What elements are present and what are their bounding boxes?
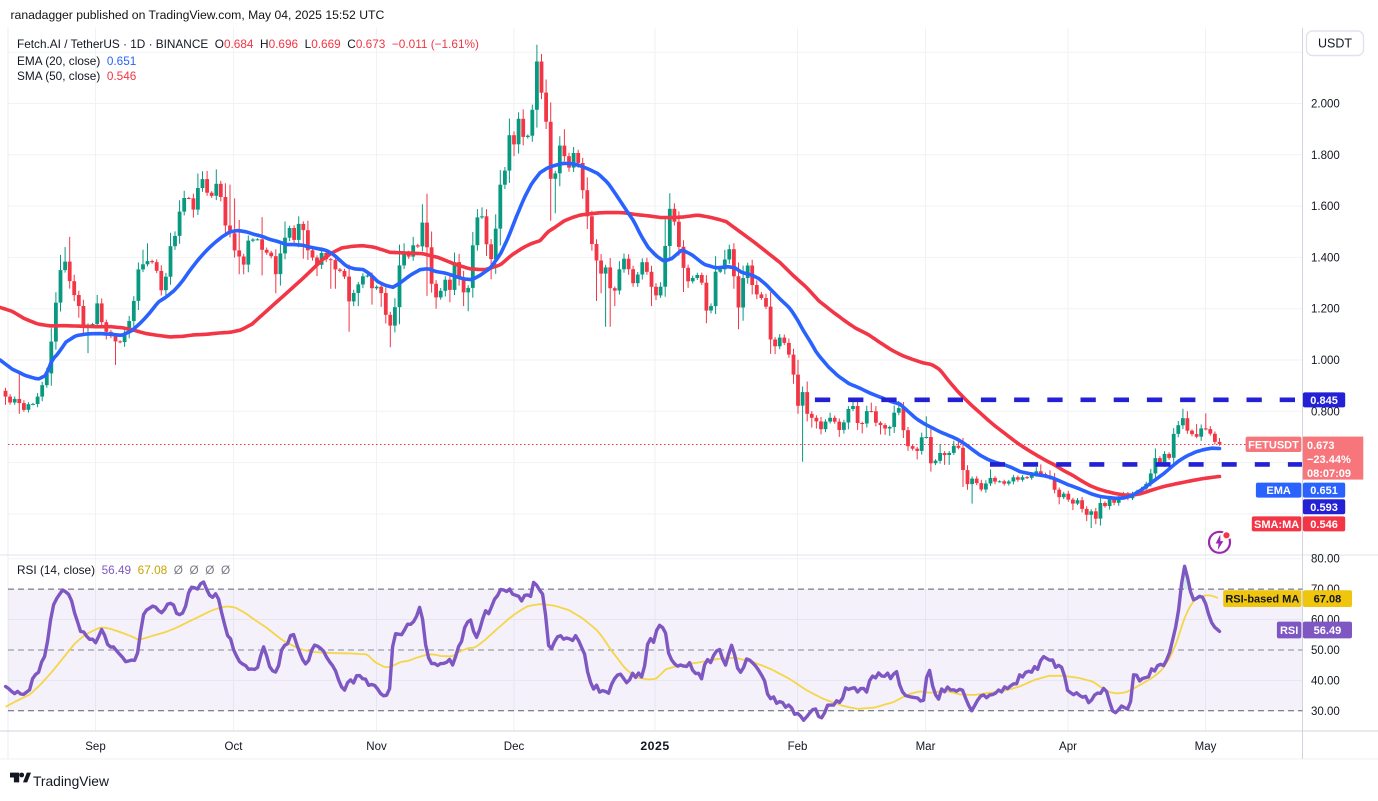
svg-text:SMA:MA: SMA:MA	[1254, 519, 1299, 531]
svg-text:May: May	[1195, 741, 1217, 753]
svg-text:RSI-based MA: RSI-based MA	[1225, 594, 1299, 606]
svg-text:0.845: 0.845	[1310, 395, 1338, 407]
svg-text:0.673: 0.673	[1307, 440, 1335, 452]
svg-text:RSI: RSI	[1280, 625, 1298, 637]
svg-text:08:07:09: 08:07:09	[1307, 468, 1351, 480]
svg-text:0.593: 0.593	[1310, 502, 1338, 514]
svg-text:1.400: 1.400	[1311, 252, 1340, 264]
svg-text:RSI (14, close) 56.49 67.08: RSI (14, close) 56.49 67.08 Ø Ø Ø Ø	[17, 563, 230, 577]
svg-text:Sep: Sep	[85, 741, 105, 753]
svg-text:2.000: 2.000	[1311, 99, 1340, 111]
svg-text:1.200: 1.200	[1311, 304, 1340, 316]
svg-text:67.08: 67.08	[1314, 594, 1342, 606]
svg-text:2025: 2025	[640, 739, 669, 753]
svg-text:Nov: Nov	[366, 741, 387, 753]
svg-text:1.800: 1.800	[1311, 150, 1340, 162]
svg-text:Apr: Apr	[1059, 741, 1077, 753]
svg-text:USDT: USDT	[1318, 37, 1352, 51]
svg-text:SMA (50, close) 0.546: SMA (50, close) 0.546	[17, 69, 137, 83]
svg-text:0.546: 0.546	[1310, 519, 1338, 531]
svg-text:0.651: 0.651	[1310, 485, 1338, 497]
svg-text:Dec: Dec	[504, 741, 525, 753]
svg-text:0.800: 0.800	[1311, 406, 1340, 418]
svg-text:56.49: 56.49	[1314, 625, 1342, 637]
svg-text:Oct: Oct	[225, 741, 244, 753]
svg-text:ranadagger published on Tradin: ranadagger published on TradingView.com,…	[11, 8, 385, 22]
svg-text:EMA: EMA	[1266, 485, 1291, 497]
svg-text:TradingView: TradingView	[33, 774, 109, 789]
svg-text:30.00: 30.00	[1311, 706, 1340, 718]
svg-text:80.00: 80.00	[1311, 554, 1340, 566]
svg-text:40.00: 40.00	[1311, 675, 1340, 687]
svg-text:50.00: 50.00	[1311, 645, 1340, 657]
svg-text:FETUSDT: FETUSDT	[1248, 439, 1299, 451]
svg-text:EMA (20, close) 0.651: EMA (20, close) 0.651	[17, 54, 136, 68]
svg-text:1.000: 1.000	[1311, 355, 1340, 367]
svg-text:Fetch.AI / TetherUS · 1D · BIN: Fetch.AI / TetherUS · 1D · BINANCE O0.68…	[17, 37, 479, 51]
svg-text:Mar: Mar	[916, 741, 936, 753]
svg-text:Feb: Feb	[788, 741, 808, 753]
svg-text:−23.44%: −23.44%	[1307, 454, 1351, 466]
svg-text:1.600: 1.600	[1311, 201, 1340, 213]
